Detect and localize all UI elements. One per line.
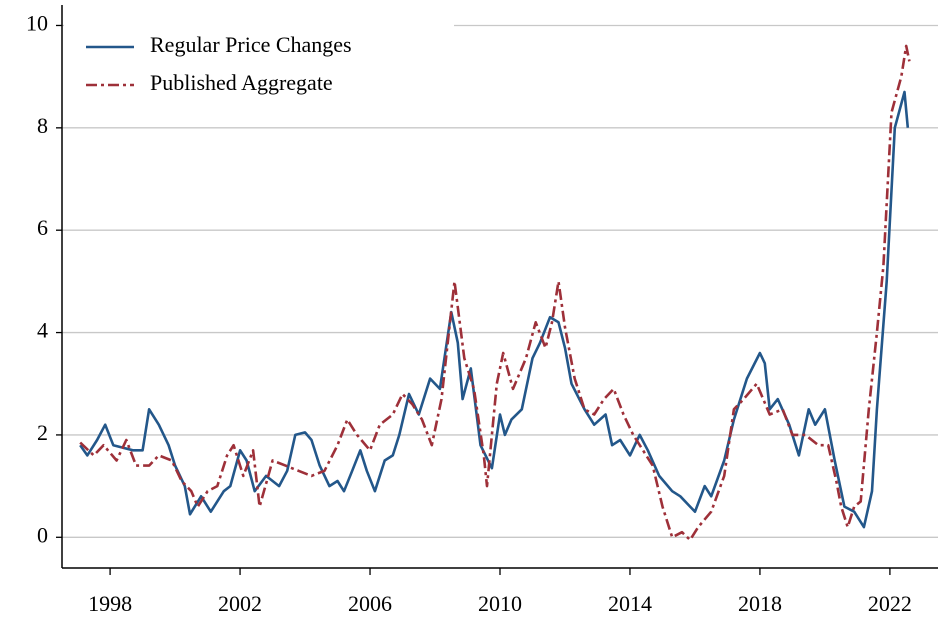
legend-label: Regular Price Changes bbox=[150, 32, 352, 57]
y-tick-label: 4 bbox=[37, 318, 48, 343]
series-line bbox=[79, 44, 911, 542]
y-tick-label: 2 bbox=[37, 420, 48, 445]
y-tick-label: 0 bbox=[37, 522, 48, 547]
legend-label: Published Aggregate bbox=[150, 70, 333, 95]
x-tick-label: 2014 bbox=[608, 591, 652, 616]
x-tick-label: 1998 bbox=[88, 591, 132, 616]
legend-box bbox=[64, 7, 454, 115]
x-tick-label: 2010 bbox=[478, 591, 522, 616]
x-tick-label: 2006 bbox=[348, 591, 392, 616]
y-tick-label: 10 bbox=[26, 11, 48, 36]
y-tick-label: 6 bbox=[37, 215, 48, 240]
x-tick-label: 2022 bbox=[868, 591, 912, 616]
x-tick-label: 2002 bbox=[218, 591, 262, 616]
y-tick-label: 8 bbox=[37, 113, 48, 138]
series-line bbox=[79, 90, 910, 529]
x-tick-label: 2018 bbox=[738, 591, 782, 616]
